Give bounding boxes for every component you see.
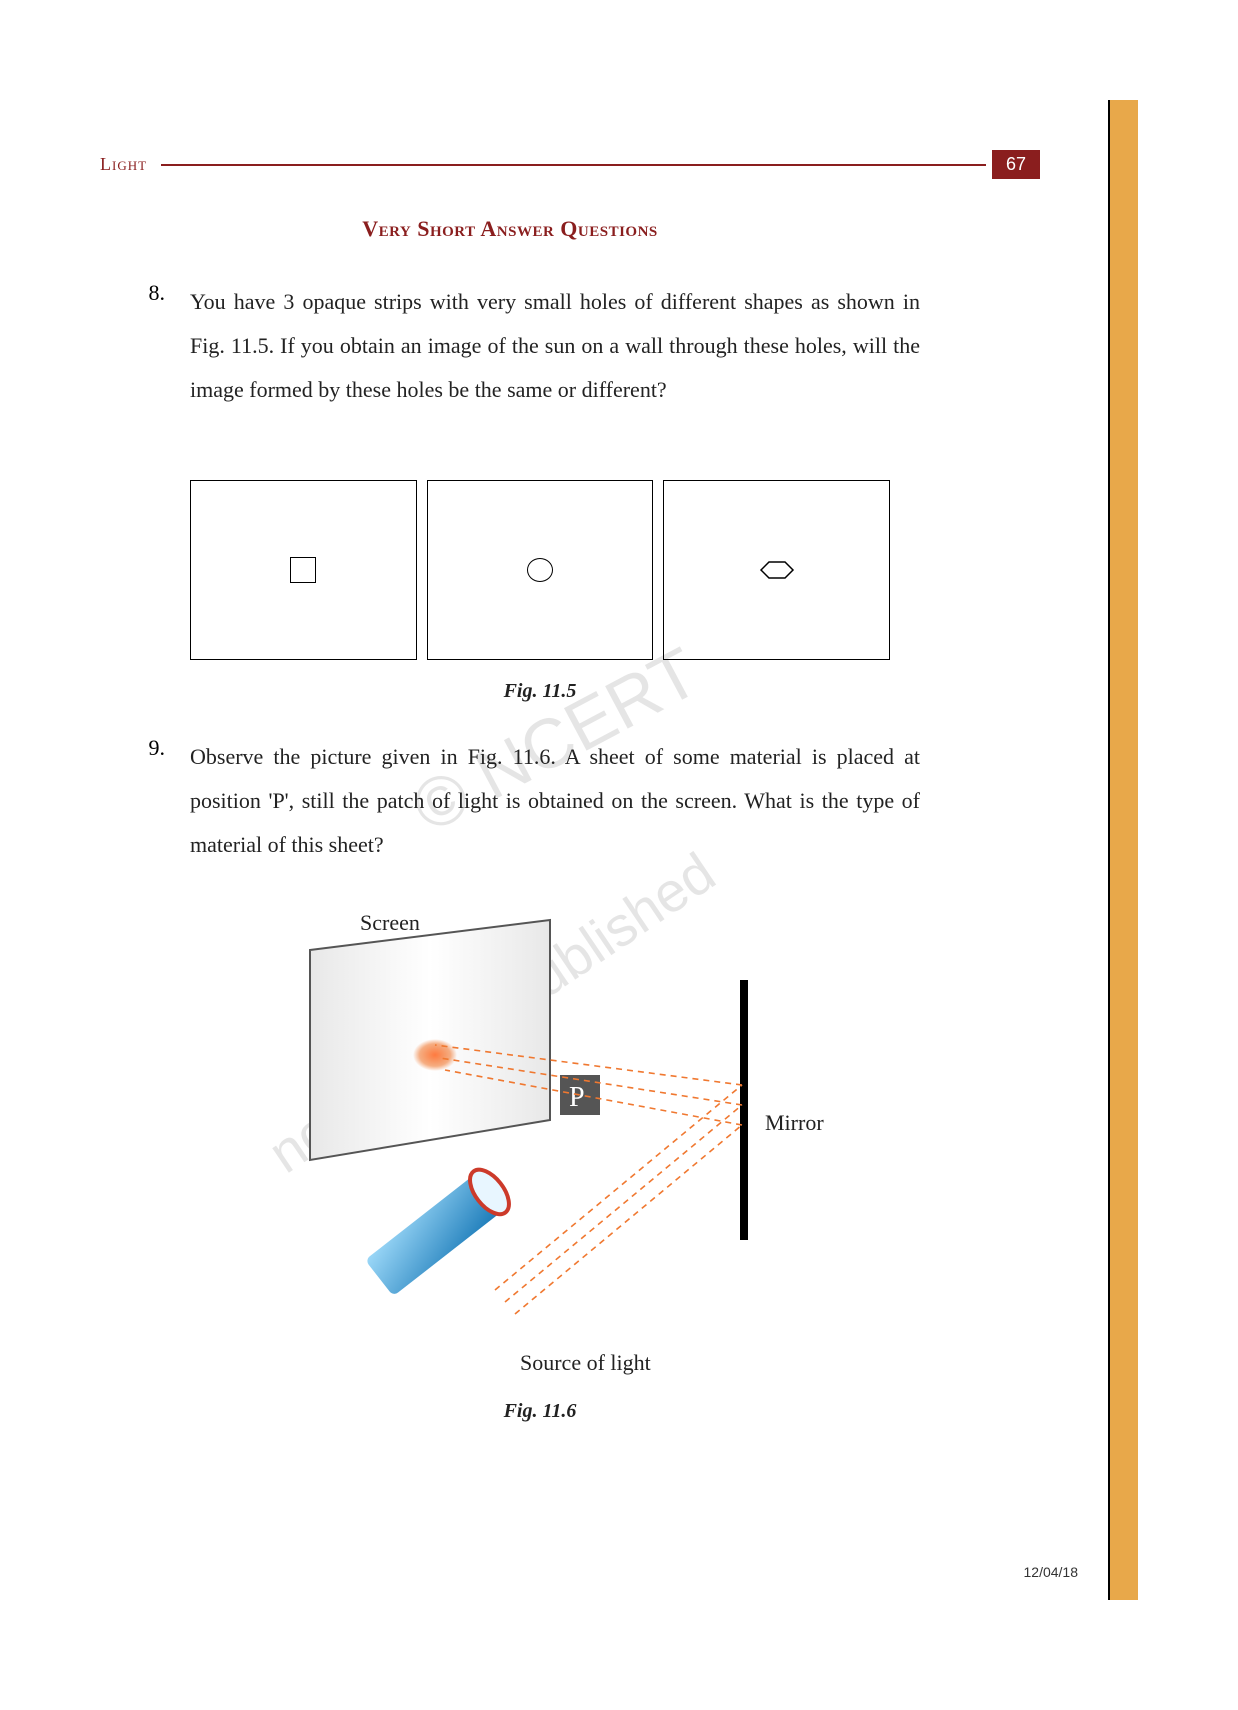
screen-label: Screen xyxy=(360,910,420,935)
header-rule xyxy=(161,164,986,166)
figure-11-5 xyxy=(190,480,890,660)
p-label: P xyxy=(569,1082,585,1113)
hole-square-icon xyxy=(290,557,316,583)
mirror-label: Mirror xyxy=(765,1110,824,1135)
hole-circle-icon xyxy=(527,558,553,582)
light-patch xyxy=(413,1039,457,1071)
torch xyxy=(363,1163,516,1299)
section-heading: Very Short Answer Questions xyxy=(100,216,920,242)
chapter-label: Light xyxy=(100,154,155,175)
question-number: 8. xyxy=(120,280,165,306)
strip-square xyxy=(190,480,417,660)
right-gutter xyxy=(1108,100,1138,1600)
source-label: Source of light xyxy=(520,1350,651,1375)
figure-caption-11-6: Fig. 11.6 xyxy=(230,1400,850,1423)
mirror-shape xyxy=(740,980,748,1240)
figure-caption-11-5: Fig. 11.5 xyxy=(190,680,890,703)
page-number: 67 xyxy=(992,150,1040,179)
question-text: You have 3 opaque strips with very small… xyxy=(190,280,920,412)
question-number: 9. xyxy=(120,735,165,761)
footer-date: 12/04/18 xyxy=(1024,1564,1079,1580)
strip-circle xyxy=(427,480,654,660)
page: Light 67 Very Short Answer Questions 8. … xyxy=(100,100,1138,1610)
question-9: 9. Observe the picture given in Fig. 11.… xyxy=(120,735,920,867)
question-text: Observe the picture given in Fig. 11.6. … xyxy=(190,735,920,867)
strip-hexagon xyxy=(663,480,890,660)
figure-11-6: Screen Mirror P xyxy=(250,890,870,1390)
header: Light 67 xyxy=(100,150,1040,179)
hole-hexagon-icon xyxy=(755,558,799,582)
question-8: 8. You have 3 opaque strips with very sm… xyxy=(120,280,920,412)
